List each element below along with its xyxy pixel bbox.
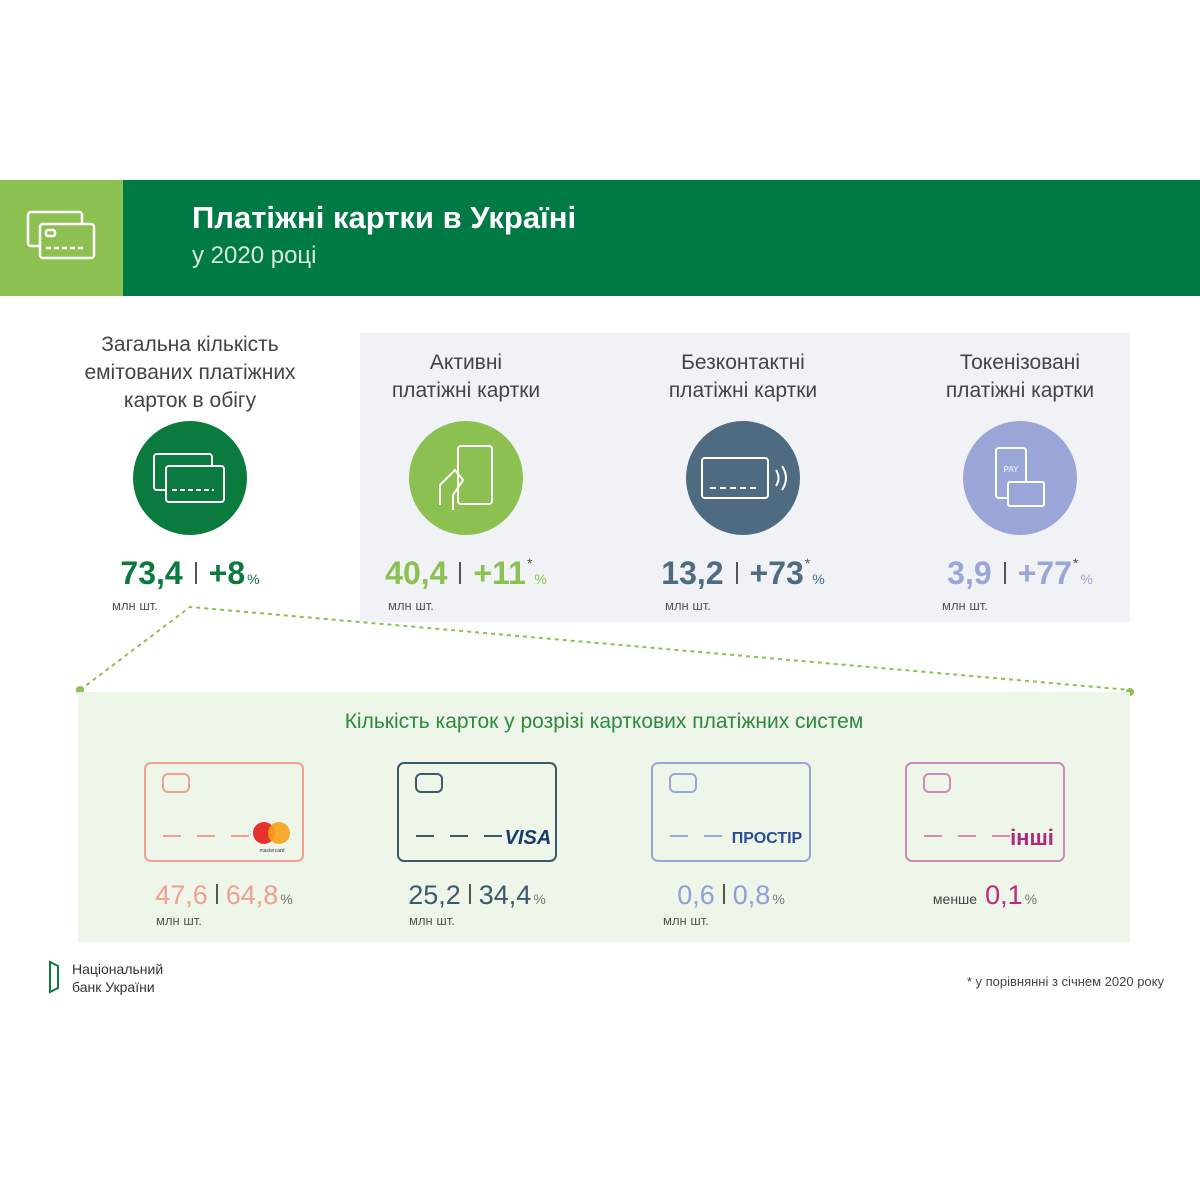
card-icons: [153, 445, 1045, 510]
footnote: * у порівнянні з січнем 2020 року: [966, 974, 1164, 989]
value: 73,4: [120, 555, 183, 591]
separator: [468, 884, 471, 904]
value-row: 40,4 +11 *%: [336, 555, 596, 592]
prefix: менше: [932, 891, 978, 907]
value: 47,6: [155, 880, 208, 910]
unit: млн шт.: [156, 913, 202, 928]
value-row: менше 0,1%: [855, 880, 1115, 911]
bank-line: банк України: [72, 979, 155, 995]
label-line: Безконтактні: [681, 351, 805, 374]
share: 0,1: [985, 880, 1023, 910]
column-label: Токенізовані платіжні картки: [880, 349, 1160, 405]
change: +73: [749, 555, 804, 591]
brand: VISA: [505, 827, 552, 849]
value-row: 0,6 0,8%: [601, 880, 861, 911]
percent: %: [280, 891, 293, 907]
value: 3,9: [947, 555, 992, 591]
unit: млн шт.: [663, 913, 709, 928]
star: *: [804, 555, 811, 571]
icon-circle: [963, 421, 1077, 535]
column-label: Активні платіжні картки: [326, 349, 606, 405]
share: 34,4: [478, 880, 532, 910]
separator: [194, 562, 197, 584]
systems-title: Кількість карток у розрізі карткових пла…: [344, 710, 864, 733]
change: +11: [473, 555, 526, 591]
percent: %: [772, 891, 785, 907]
title: Платіжні картки в Україні: [192, 200, 577, 235]
percent: %: [1024, 891, 1038, 907]
star: *: [526, 555, 533, 571]
unit: млн шт.: [409, 913, 455, 928]
value: 0,6: [677, 880, 715, 910]
header-icon: [26, 210, 96, 260]
label-line: Загальна кількість: [101, 333, 279, 356]
percent: %: [812, 571, 825, 587]
brand: mastercard: [259, 848, 284, 854]
separator: [722, 884, 725, 904]
bank-line: Національний: [72, 961, 164, 977]
column-label: Безконтактні платіжні картки: [603, 349, 883, 405]
percent: %: [534, 571, 547, 587]
unit: млн шт.: [388, 598, 434, 613]
separator: [1003, 562, 1006, 584]
label-line: платіжні картки: [668, 379, 818, 402]
value: 25,2: [408, 880, 461, 910]
value-row: 25,2 34,4%: [347, 880, 607, 911]
share: 64,8: [225, 880, 279, 910]
connector: [79, 605, 1131, 691]
brand: ПРОСТІР: [732, 830, 803, 847]
label-line: емітованих платіжних: [84, 361, 296, 384]
value-row: 3,9 +77 *%: [890, 555, 1150, 592]
value: 40,4: [385, 555, 448, 591]
value-row: 47,6 64,8%: [94, 880, 354, 911]
pay-text: PAY: [1004, 465, 1019, 474]
separator: [215, 884, 218, 904]
label-line: Активні: [429, 351, 503, 374]
value-row: 73,4 +8%: [60, 555, 320, 592]
icon-circle: [686, 421, 800, 535]
unit: млн шт.: [665, 598, 711, 613]
percent: %: [247, 571, 260, 587]
label-line: платіжні картки: [391, 379, 541, 402]
unit: млн шт.: [942, 598, 988, 613]
subtitle: у 2020 році: [192, 242, 317, 269]
system-cards: [144, 762, 1065, 862]
label-line: карток в обігу: [123, 389, 257, 412]
unit: млн шт.: [112, 598, 158, 613]
separator: [735, 562, 738, 584]
star: *: [1072, 555, 1079, 571]
separator: [459, 562, 462, 584]
column-label: Загальна кількість емітованих платіжних ка…: [50, 331, 330, 415]
brand: інші: [1010, 825, 1054, 850]
icon-circle: [409, 421, 523, 535]
value: 13,2: [661, 555, 724, 591]
header-bg: [123, 180, 1200, 296]
percent: %: [533, 891, 546, 907]
share: 0,8: [732, 880, 771, 910]
bank-logo: [49, 960, 59, 994]
systems-panel: [78, 692, 1130, 942]
bank-name: Національний банк України: [72, 960, 163, 996]
label-line: платіжні картки: [945, 379, 1095, 402]
value-row: 13,2 +73 *%: [613, 555, 873, 592]
mc-circle: [268, 822, 290, 844]
label-line: Токенізовані: [959, 351, 1081, 374]
percent: %: [1080, 571, 1093, 587]
change: +77: [1017, 555, 1072, 591]
change: +8: [208, 555, 246, 591]
